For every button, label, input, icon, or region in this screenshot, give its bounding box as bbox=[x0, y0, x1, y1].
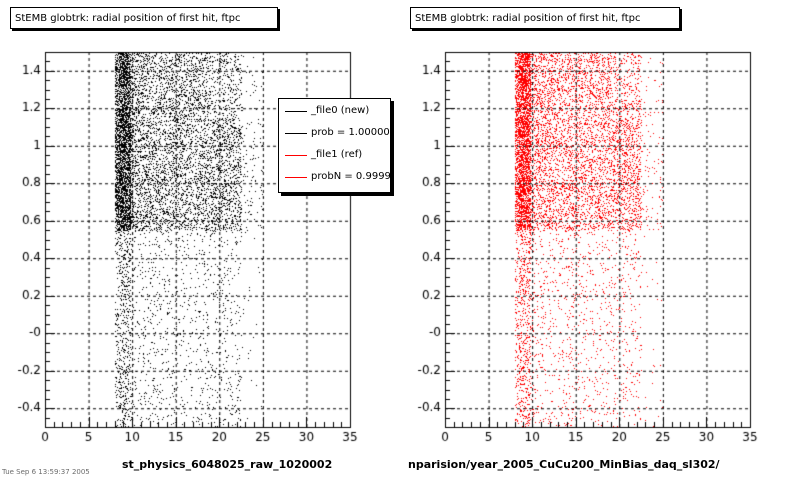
right-x-axis-label: nparision/year_2005_CuCu200_MinBias_daq_… bbox=[408, 458, 720, 471]
footer-timestamp: Tue Sep 6 13:59:37 2005 bbox=[2, 468, 90, 476]
legend-entry-probn: probN = 0.99991 bbox=[279, 167, 390, 187]
legend-label: prob = 1.000000 bbox=[311, 127, 391, 138]
legend-entry-file1: _file1 (ref) bbox=[279, 145, 390, 165]
left-chart-title: StEMB globtrk: radial position of first … bbox=[10, 7, 278, 29]
right-chart-title: StEMB globtrk: radial position of first … bbox=[410, 7, 680, 29]
legend-line-black bbox=[285, 133, 307, 134]
legend-label: probN = 0.99991 bbox=[311, 171, 391, 182]
legend-entry-prob: prob = 1.000000 bbox=[279, 123, 390, 143]
legend-line-red bbox=[285, 155, 307, 156]
legend-entry-file0: _file0 (new) bbox=[279, 101, 390, 121]
left-x-axis-label: st_physics_6048025_raw_1020002 bbox=[122, 458, 333, 471]
legend: _file0 (new) prob = 1.000000 _file1 (ref… bbox=[278, 98, 391, 193]
legend-line-red bbox=[285, 177, 307, 178]
legend-label: _file1 (ref) bbox=[311, 149, 363, 160]
legend-line-black bbox=[285, 111, 307, 112]
legend-label: _file0 (new) bbox=[311, 105, 370, 116]
